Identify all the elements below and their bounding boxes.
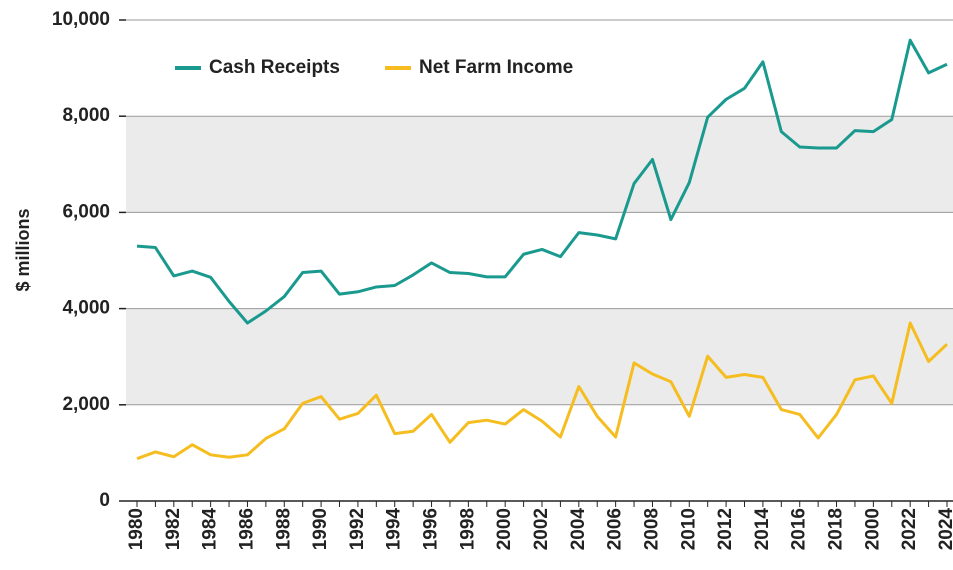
series-line bbox=[136, 321, 949, 461]
grid-band bbox=[126, 116, 953, 213]
series-line bbox=[136, 38, 948, 325]
x-tick-label: 2006 bbox=[605, 508, 626, 550]
legend-label: Net Farm Income bbox=[419, 57, 573, 78]
x-tick-label: 2004 bbox=[568, 508, 589, 551]
x-tick-label: 1992 bbox=[347, 508, 368, 550]
grid-band bbox=[126, 308, 953, 405]
y-axis-label: $ millions bbox=[13, 208, 33, 291]
x-tick-label: 2012 bbox=[715, 508, 736, 550]
x-tick-label: 2018 bbox=[826, 508, 847, 550]
x-tick-label: 2002 bbox=[531, 508, 552, 550]
x-tick-label: 2022 bbox=[899, 508, 920, 550]
x-tick-label: 1998 bbox=[457, 508, 478, 550]
legend-label: Cash Receipts bbox=[209, 57, 340, 78]
x-tick-label: 2008 bbox=[641, 508, 662, 550]
x-tick-label: 2010 bbox=[678, 508, 699, 550]
x-tick-label: 1980 bbox=[126, 508, 147, 550]
y-tick-label: 8,000 bbox=[62, 105, 110, 126]
y-tick-label: 6,000 bbox=[62, 201, 110, 222]
x-tick-label: 1986 bbox=[236, 508, 257, 550]
y-tick-label: 10,000 bbox=[52, 9, 110, 30]
x-tick-label: 1984 bbox=[200, 508, 221, 551]
y-tick-label: 4,000 bbox=[62, 298, 110, 319]
x-tick-label: 1990 bbox=[310, 508, 331, 550]
x-tick-label: 2016 bbox=[789, 508, 810, 550]
x-tick-label: 2024 bbox=[936, 508, 953, 551]
x-tick-label: 1988 bbox=[273, 508, 294, 550]
x-tick-label: 2000 bbox=[862, 508, 883, 550]
x-tick-label: 1994 bbox=[384, 508, 405, 551]
x-tick-label: 2014 bbox=[752, 508, 773, 551]
x-tick-label: 1982 bbox=[163, 508, 184, 550]
x-tick-label: 1996 bbox=[421, 508, 442, 550]
y-tick-label: 2,000 bbox=[62, 394, 110, 415]
y-tick-label: 0 bbox=[99, 490, 110, 511]
x-tick-label: 2000 bbox=[494, 508, 515, 550]
